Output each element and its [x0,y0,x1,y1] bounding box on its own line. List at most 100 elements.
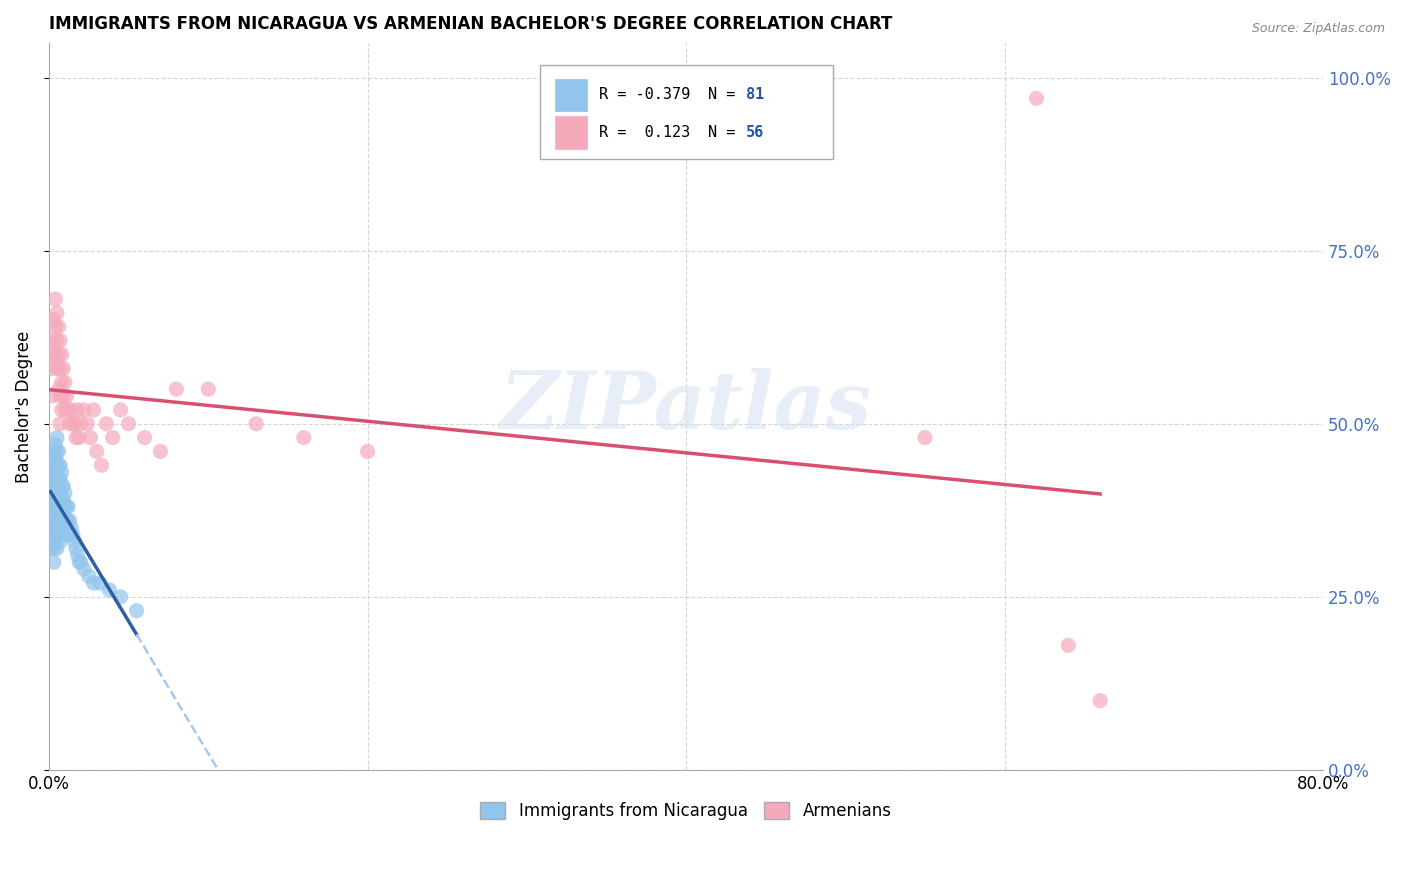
Point [48,347,70,361]
Point [62,527,84,541]
Point [48,514,70,528]
Point [59,527,82,541]
Point [44,534,66,549]
Point [51,479,73,493]
Point [42,514,65,528]
Point [69,417,91,431]
Point [49,417,72,431]
Point [41,458,63,473]
Point [44,507,66,521]
Point [49,334,72,348]
Point [73,562,96,576]
Point [44,521,66,535]
Point [60,521,83,535]
Point [49,361,72,376]
Point [165,382,187,396]
FancyBboxPatch shape [540,65,832,160]
Point [49,486,72,500]
Point [53,375,76,389]
Point [245,417,267,431]
Point [67,431,90,445]
Point [49,534,72,549]
Text: 81: 81 [747,87,765,103]
Point [65,541,87,556]
Point [77,569,100,583]
Point [48,382,70,396]
Point [45,458,67,473]
Point [42,500,65,514]
Point [69,555,91,569]
Point [44,292,66,306]
Point [62,417,84,431]
Point [41,472,63,486]
Point [83,576,105,591]
Point [48,500,70,514]
Point [1057,638,1080,652]
Point [73,403,96,417]
Point [1088,694,1111,708]
Point [125,604,148,618]
Point [39,521,62,535]
Point [52,479,75,493]
Point [42,472,65,486]
Point [51,347,73,361]
Point [48,527,70,541]
Point [44,437,66,451]
Point [59,417,82,431]
Point [41,514,63,528]
Point [56,500,79,514]
Point [59,514,82,528]
Point [52,361,75,376]
Bar [555,116,586,149]
Point [42,541,65,556]
Point [48,472,70,486]
Point [44,492,66,507]
Point [49,458,72,473]
Point [55,514,77,528]
Point [48,458,70,473]
Point [53,486,76,500]
Point [41,361,63,376]
Point [110,590,132,604]
Text: N =: N = [707,87,744,103]
Point [39,500,62,514]
Point [44,479,66,493]
Point [45,444,67,458]
Point [56,514,79,528]
Point [53,527,76,541]
Point [39,541,62,556]
Point [66,403,89,417]
Point [66,549,89,563]
Point [197,382,219,396]
Text: ZIPatlas: ZIPatlas [501,368,872,445]
Point [67,555,90,569]
Point [49,389,72,403]
Text: 56: 56 [747,125,765,140]
Point [42,486,65,500]
Point [292,431,315,445]
Point [49,514,72,528]
Y-axis label: Bachelor's Degree: Bachelor's Degree [15,330,32,483]
Point [55,500,77,514]
Point [98,582,121,597]
Point [1025,91,1047,105]
Point [51,521,73,535]
Point [42,444,65,458]
Point [65,431,87,445]
Point [76,417,98,431]
Point [44,347,66,361]
Point [86,444,108,458]
Point [356,444,378,458]
Point [117,417,139,431]
Point [42,458,65,473]
Point [48,486,70,500]
Point [42,347,65,361]
Point [90,458,112,473]
Point [53,500,76,514]
Point [52,492,75,507]
Point [45,541,67,556]
Point [45,334,67,348]
Point [41,500,63,514]
Point [51,403,73,417]
Point [52,389,75,403]
